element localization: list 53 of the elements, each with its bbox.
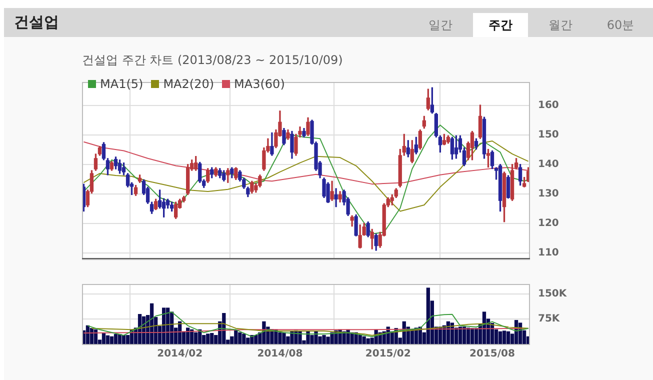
bar [362, 336, 366, 344]
y-tick-label: 130 [538, 188, 559, 200]
bar [310, 335, 314, 344]
x-tick-label: 2015/08 [470, 348, 515, 360]
bar [458, 326, 462, 344]
legend-label: MA3(60) [234, 77, 285, 91]
bar [242, 334, 246, 344]
bar [506, 331, 510, 344]
text: 일간 [428, 17, 454, 34]
text: 주간 [473, 13, 528, 37]
y-tick-label: 120 [538, 218, 559, 230]
chart-subtitle: 건설업 주간 차트 (2013/08/23 ~ 2015/10/09) [82, 52, 343, 69]
bar [254, 335, 258, 344]
bar [330, 332, 334, 344]
bar [194, 332, 198, 344]
x-tick-label: 2014/08 [257, 348, 303, 360]
x-tick-label: 2014/02 [157, 348, 203, 360]
text: 월간 [548, 17, 574, 34]
bar [186, 328, 190, 344]
y-tick-label: 140 [538, 159, 559, 170]
bar [206, 334, 210, 344]
y-tick-label: 160 [538, 100, 559, 112]
y-tick-label: 150K [538, 288, 568, 300]
bar [474, 328, 478, 344]
bar [246, 338, 250, 344]
bar [470, 328, 474, 344]
bar [462, 326, 466, 344]
legend-label: MA2(20) [163, 77, 214, 91]
bar [210, 333, 214, 344]
bar [106, 335, 110, 344]
bar [278, 332, 282, 344]
chart-title: 건설업 [14, 13, 59, 32]
bar [114, 334, 118, 344]
x-tick-label: 2015/02 [365, 348, 411, 360]
bar [426, 288, 430, 344]
bar [358, 335, 362, 344]
bar [102, 333, 106, 344]
bar [326, 336, 330, 344]
bar [502, 330, 506, 344]
bar [110, 336, 114, 344]
y-tick-label: 110 [538, 248, 559, 259]
bar [366, 338, 370, 344]
bar [238, 332, 242, 344]
bar [122, 335, 126, 344]
y-tick-label: 150 [538, 130, 559, 141]
bar [322, 335, 326, 344]
bar [466, 328, 470, 344]
bar [234, 330, 238, 344]
legend-label: MA1(5) [100, 77, 144, 91]
bar [282, 332, 286, 344]
bar [498, 331, 502, 344]
y-tick-label: 75K [538, 314, 561, 325]
text: 60분 [606, 17, 636, 34]
